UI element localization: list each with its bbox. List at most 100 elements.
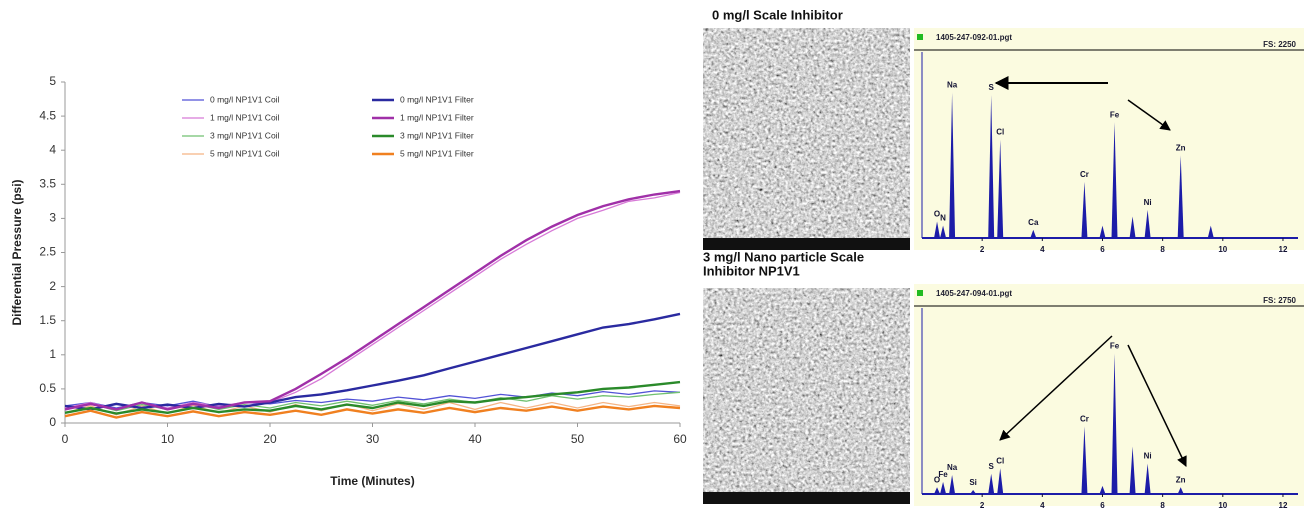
sem-image (703, 288, 910, 504)
y-tick-label: 2.5 (39, 245, 56, 259)
peak-label: Cr (1080, 414, 1089, 423)
peak-label: Zn (1176, 475, 1186, 484)
spectrum-peak (940, 225, 947, 238)
spectrum-peak (940, 481, 947, 494)
y-tick-label: 4 (49, 142, 56, 156)
peak-label: Na (947, 81, 958, 90)
spectrum-peak (988, 473, 995, 494)
y-tick-label: 3 (49, 211, 56, 225)
spectrum-peak (934, 487, 941, 494)
peak-label: Zn (1176, 143, 1186, 152)
y-tick-label: 3.5 (39, 176, 56, 190)
peak-label: S (989, 83, 995, 92)
x-tick-label: 8 (1160, 501, 1165, 510)
spectrum-peak (949, 92, 956, 238)
panel-title: Inhibitor NP1V1 (703, 263, 800, 278)
spectrum-peak (1177, 155, 1184, 238)
y-tick-label: 1 (49, 347, 56, 361)
spectrum-peak (1081, 181, 1088, 238)
x-tick-label: 30 (366, 432, 380, 446)
legend-label: 0 mg/l NP1V1 Filter (400, 94, 474, 104)
spectrum-peak (970, 489, 977, 494)
panel-title: 3 mg/l Nano particle Scale (703, 249, 864, 264)
spectrum-peak (1111, 122, 1118, 238)
file-name: 1405-247-092-01.pgt (936, 33, 1012, 42)
y-tick-label: 2 (49, 279, 56, 293)
legend-label: 3 mg/l NP1V1 Filter (400, 130, 474, 140)
x-tick-label: 12 (1279, 245, 1288, 254)
x-tick-label: 20 (263, 432, 277, 446)
status-dot (917, 34, 923, 40)
peak-label: Ni (1144, 198, 1152, 207)
peak-label: Cl (996, 456, 1004, 465)
spectrum-peak (1099, 225, 1106, 238)
peak-label: O (934, 210, 940, 219)
x-tick-label: 2 (980, 501, 985, 510)
arrow (1127, 99, 1171, 131)
arrow (999, 335, 1113, 441)
spectrum-peak (1030, 229, 1037, 238)
spectrum-peak (1099, 485, 1106, 494)
x-tick-label: 8 (1160, 245, 1165, 254)
peak-label: Si (969, 478, 977, 487)
peak-label: Cr (1080, 170, 1089, 179)
status-dot (917, 290, 923, 296)
full-scale: FS: 2250 (1263, 40, 1296, 49)
series-line (64, 404, 681, 419)
peak-label: Cl (996, 128, 1004, 137)
legend-label: 1 mg/l NP1V1 Filter (400, 112, 474, 122)
legend-label: 5 mg/l NP1V1 Filter (400, 148, 474, 158)
legend-label: 0 mg/l NP1V1 Coil (210, 94, 280, 104)
peak-label: Fe (1110, 341, 1120, 350)
x-tick-label: 6 (1100, 245, 1105, 254)
spectrum-panel (914, 28, 1304, 250)
spectrum-peak (1081, 426, 1088, 494)
spectrum-peak (1144, 463, 1151, 494)
spectrum-peak (1129, 216, 1136, 238)
legend-label: 3 mg/l NP1V1 Coil (210, 130, 280, 140)
sem-image (703, 28, 910, 250)
peak-label: O (934, 475, 940, 484)
spectrum-peak (997, 468, 1004, 494)
peak-label: Fe (938, 470, 948, 479)
series-line (64, 189, 681, 411)
y-tick-label: 4.5 (39, 108, 56, 122)
arrow (1127, 344, 1187, 467)
peak-label: Na (947, 463, 958, 472)
file-name: 1405-247-094-01.pgt (936, 289, 1012, 298)
x-tick-label: 40 (468, 432, 482, 446)
x-tick-label: 10 (1218, 501, 1227, 510)
spectrum-peak (1207, 225, 1214, 238)
spectrum-peak (949, 475, 956, 494)
full-scale: FS: 2750 (1263, 296, 1296, 305)
x-tick-label: 10 (1218, 245, 1227, 254)
series-line (64, 312, 681, 411)
sem-footer (703, 492, 910, 504)
peak-label: Fe (1110, 110, 1120, 119)
x-tick-label: 6 (1100, 501, 1105, 510)
spectrum-peak (1144, 209, 1151, 238)
x-tick-label: 0 (62, 432, 69, 446)
x-tick-label: 12 (1279, 501, 1288, 510)
spectrum-peak (1129, 446, 1136, 494)
peak-label: Ni (1144, 452, 1152, 461)
y-tick-label: 1.5 (39, 313, 56, 327)
x-tick-label: 60 (673, 432, 687, 446)
series-line (64, 380, 681, 415)
spectrum-peak (1177, 487, 1184, 494)
x-tick-label: 10 (161, 432, 175, 446)
x-tick-label: 4 (1040, 501, 1045, 510)
peak-label: S (989, 462, 995, 471)
x-tick-label: 2 (980, 245, 985, 254)
x-tick-label: 50 (571, 432, 585, 446)
legend-label: 5 mg/l NP1V1 Coil (210, 148, 280, 158)
panel-title: 0 mg/l Scale Inhibitor (712, 7, 843, 22)
series-line (64, 191, 681, 411)
spectrum-peak (988, 94, 995, 238)
sem-footer (703, 238, 910, 250)
peak-label: Ca (1028, 218, 1039, 227)
legend-label: 1 mg/l NP1V1 Coil (210, 112, 280, 122)
x-axis-label: Time (Minutes) (330, 474, 414, 488)
spectrum-peak (934, 221, 941, 238)
